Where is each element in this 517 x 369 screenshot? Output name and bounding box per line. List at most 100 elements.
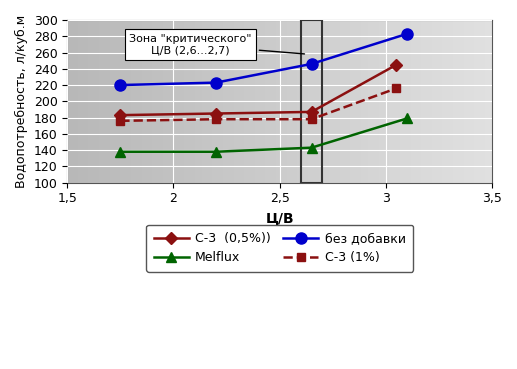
Bar: [329, 20, 333, 183]
Bar: [195, 20, 198, 183]
Bar: [74, 20, 78, 183]
Bar: [156, 20, 159, 183]
Bar: [287, 20, 290, 183]
Bar: [318, 20, 322, 183]
Bar: [99, 20, 103, 183]
Bar: [432, 20, 435, 183]
Bar: [244, 20, 248, 183]
Bar: [450, 20, 453, 183]
Bar: [216, 20, 219, 183]
Bar: [269, 20, 272, 183]
Bar: [326, 20, 329, 183]
Bar: [439, 20, 443, 183]
Bar: [414, 20, 418, 183]
Bar: [81, 20, 85, 183]
Bar: [223, 20, 226, 183]
Bar: [202, 20, 205, 183]
Bar: [78, 20, 81, 183]
Bar: [180, 20, 184, 183]
Y-axis label: Водопотребность, л/куб.м: Водопотребность, л/куб.м: [15, 15, 28, 188]
Bar: [375, 20, 379, 183]
Bar: [336, 20, 340, 183]
Bar: [96, 20, 99, 183]
Bar: [266, 20, 269, 183]
Bar: [117, 20, 120, 183]
Bar: [453, 20, 457, 183]
Bar: [343, 20, 347, 183]
Bar: [368, 20, 372, 183]
Bar: [410, 20, 414, 183]
Bar: [113, 20, 117, 183]
Bar: [131, 20, 134, 183]
Bar: [205, 20, 209, 183]
Bar: [312, 20, 315, 183]
Bar: [258, 20, 262, 183]
Bar: [152, 20, 156, 183]
Bar: [159, 20, 163, 183]
X-axis label: Ц/В: Ц/В: [265, 211, 294, 225]
Bar: [280, 20, 283, 183]
Bar: [301, 20, 305, 183]
Bar: [188, 20, 191, 183]
Bar: [290, 20, 294, 183]
Bar: [481, 20, 485, 183]
Bar: [177, 20, 180, 183]
Bar: [106, 20, 110, 183]
Bar: [322, 20, 326, 183]
Bar: [184, 20, 188, 183]
Legend: С-3  (0,5%)), Melflux, без добавки, С-3 (1%): С-3 (0,5%)), Melflux, без добавки, С-3 (…: [146, 225, 413, 272]
Bar: [379, 20, 382, 183]
Bar: [134, 20, 138, 183]
Bar: [308, 20, 312, 183]
Bar: [198, 20, 202, 183]
Bar: [347, 20, 351, 183]
Bar: [389, 20, 393, 183]
Bar: [262, 20, 266, 183]
Bar: [142, 20, 145, 183]
Bar: [149, 20, 152, 183]
Bar: [251, 20, 255, 183]
Bar: [386, 20, 389, 183]
Bar: [241, 20, 244, 183]
Bar: [471, 20, 475, 183]
Bar: [429, 20, 432, 183]
Bar: [163, 20, 166, 183]
Bar: [234, 20, 237, 183]
Bar: [120, 20, 124, 183]
Bar: [124, 20, 127, 183]
Bar: [110, 20, 113, 183]
Bar: [358, 20, 361, 183]
Bar: [67, 20, 71, 183]
Bar: [88, 20, 92, 183]
Bar: [170, 20, 173, 183]
Bar: [173, 20, 177, 183]
Bar: [230, 20, 234, 183]
Bar: [421, 20, 425, 183]
Bar: [92, 20, 96, 183]
Bar: [443, 20, 446, 183]
Bar: [404, 20, 407, 183]
Bar: [103, 20, 106, 183]
Bar: [446, 20, 450, 183]
Bar: [212, 20, 216, 183]
Bar: [467, 20, 471, 183]
Bar: [191, 20, 195, 183]
Bar: [276, 20, 280, 183]
Bar: [393, 20, 397, 183]
Bar: [305, 20, 308, 183]
Bar: [382, 20, 386, 183]
Bar: [138, 20, 142, 183]
Bar: [127, 20, 131, 183]
Bar: [209, 20, 212, 183]
Bar: [475, 20, 478, 183]
Bar: [219, 20, 223, 183]
Bar: [400, 20, 404, 183]
Bar: [294, 20, 297, 183]
Bar: [237, 20, 241, 183]
Bar: [460, 20, 464, 183]
Bar: [255, 20, 258, 183]
Bar: [283, 20, 287, 183]
Bar: [425, 20, 429, 183]
Bar: [478, 20, 481, 183]
Bar: [315, 20, 318, 183]
